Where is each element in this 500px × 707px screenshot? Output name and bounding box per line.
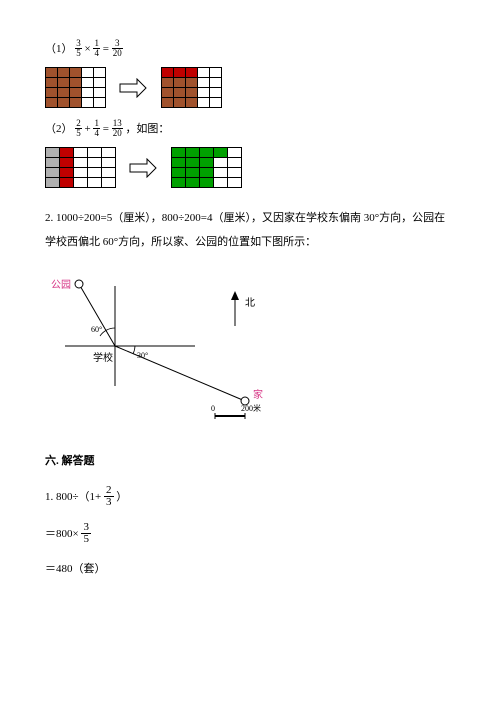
arrow-icon (119, 78, 147, 98)
svg-text:0: 0 (211, 404, 215, 413)
problem-2-grids (45, 148, 455, 188)
svg-text:学校: 学校 (93, 351, 113, 364)
location-diagram: 北 公园 家 60° 30° 学校 0 200米 (45, 266, 455, 434)
p1-grid-left (45, 68, 105, 108)
svg-text:北: 北 (245, 297, 255, 309)
svg-text:200米: 200米 (241, 403, 261, 413)
section-6-title: 六. 解答题 (45, 452, 455, 472)
question-2-text: 2. 1000÷200=5（厘米），800÷200=4（厘米），又因家在学校东偏… (45, 206, 455, 254)
p2-label: （2） (45, 123, 73, 135)
svg-text:家: 家 (253, 388, 263, 401)
p1-label: （1） (45, 43, 73, 55)
p2-grid-left (45, 148, 115, 188)
svg-text:30°: 30° (137, 351, 148, 360)
svg-text:60°: 60° (91, 325, 102, 334)
p2-grid-right (171, 148, 241, 188)
svg-text:公园: 公园 (51, 279, 71, 291)
arrow-icon (129, 158, 157, 178)
problem-2-equation: （2） 25 + 14 = 1320 ，如图： (45, 120, 455, 140)
p1-grid-right (161, 68, 221, 108)
answer-1: 1. 800÷（1+ 23 ） ＝800× 35 ＝480（套） (45, 486, 455, 580)
problem-2: （2） 25 + 14 = 1320 ，如图： (45, 120, 455, 188)
problem-1: （1） 35 × 14 = 320 (45, 40, 455, 108)
problem-1-grids (45, 68, 455, 108)
problem-1-equation: （1） 35 × 14 = 320 (45, 40, 455, 60)
